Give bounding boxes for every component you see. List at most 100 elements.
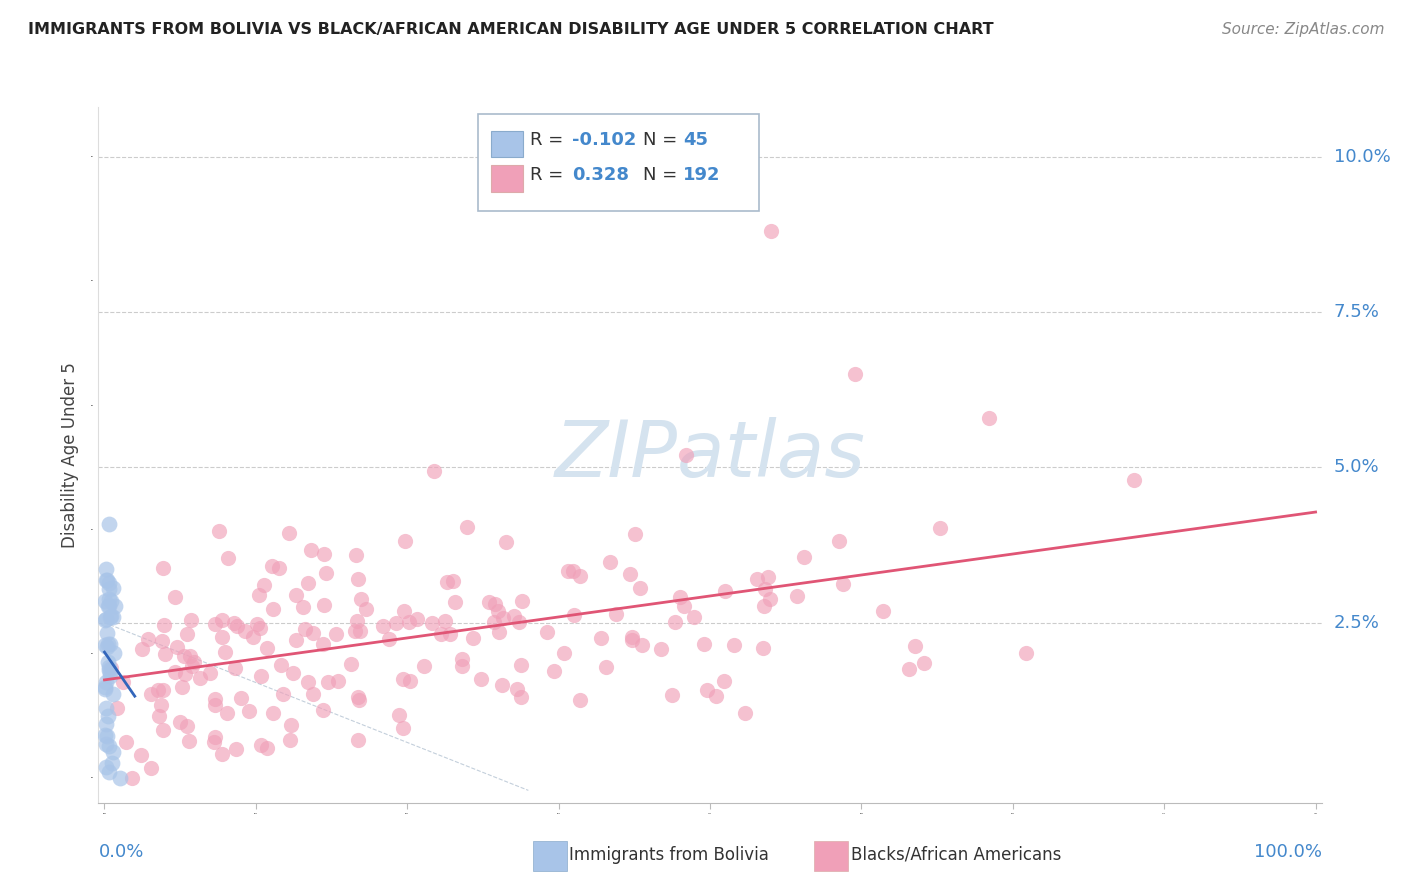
Point	[672, 599, 695, 613]
Point	[98, 582, 121, 596]
Point	[112, 675, 135, 690]
Point	[256, 741, 278, 756]
Point	[198, 665, 221, 680]
Point	[392, 672, 415, 686]
Point	[152, 561, 174, 575]
Point	[204, 698, 226, 712]
Point	[101, 581, 124, 595]
Point	[101, 745, 124, 759]
Point	[378, 632, 401, 646]
Point	[628, 581, 651, 595]
FancyBboxPatch shape	[478, 114, 759, 211]
Point	[354, 601, 377, 615]
Point	[392, 721, 415, 735]
Y-axis label: Disability Age Under 5: Disability Age Under 5	[62, 362, 79, 548]
Point	[619, 566, 641, 581]
Point	[388, 708, 411, 723]
Point	[595, 659, 617, 673]
Point	[470, 672, 492, 686]
Point	[131, 641, 153, 656]
FancyBboxPatch shape	[491, 166, 523, 192]
Point	[94, 737, 117, 751]
Point	[225, 619, 247, 633]
Point	[441, 574, 464, 589]
Point	[754, 599, 776, 613]
Point	[271, 687, 294, 701]
Point	[897, 663, 920, 677]
Point	[183, 656, 205, 670]
Point	[136, 632, 159, 646]
Point	[623, 527, 645, 541]
Point	[723, 638, 745, 652]
Point	[751, 640, 773, 655]
Point	[759, 224, 782, 238]
Text: 10.0%: 10.0%	[1334, 148, 1391, 166]
Point	[115, 735, 138, 749]
Point	[510, 594, 533, 608]
Point	[312, 703, 335, 717]
Point	[153, 617, 176, 632]
Point	[371, 619, 394, 633]
Text: 0.0%: 0.0%	[98, 843, 143, 861]
Point	[394, 533, 416, 548]
Point	[344, 549, 367, 563]
Point	[94, 613, 117, 627]
Text: ZIPatlas: ZIPatlas	[554, 417, 866, 493]
Point	[461, 631, 484, 645]
Point	[872, 603, 894, 617]
Point	[912, 656, 935, 670]
Point	[97, 765, 120, 780]
Point	[211, 630, 233, 644]
Point	[553, 646, 575, 660]
Point	[94, 675, 117, 690]
Point	[297, 575, 319, 590]
Point	[589, 631, 612, 645]
Point	[176, 627, 198, 641]
Point	[664, 615, 686, 630]
Point	[278, 732, 301, 747]
Point	[278, 526, 301, 541]
Point	[1122, 473, 1144, 487]
Text: 7.5%: 7.5%	[1334, 303, 1379, 321]
Point	[214, 645, 236, 659]
Point	[325, 627, 347, 641]
Point	[250, 669, 273, 683]
Point	[929, 520, 952, 534]
Point	[98, 663, 121, 677]
Point	[104, 599, 127, 614]
Point	[94, 612, 117, 626]
Point	[328, 673, 350, 688]
Point	[100, 608, 122, 623]
Point	[204, 692, 226, 706]
Point	[105, 700, 128, 714]
Point	[350, 592, 373, 607]
Point	[121, 771, 143, 785]
Point	[262, 706, 284, 721]
Point	[93, 638, 115, 652]
Point	[98, 660, 121, 674]
Point	[420, 615, 443, 630]
Point	[139, 761, 162, 775]
Point	[831, 577, 853, 591]
Point	[238, 704, 260, 718]
Point	[844, 367, 866, 381]
Point	[224, 661, 246, 675]
Point	[188, 671, 211, 685]
Text: N =: N =	[643, 166, 683, 185]
Point	[314, 548, 336, 562]
Point	[399, 673, 422, 688]
Point	[173, 649, 195, 664]
Point	[486, 604, 509, 618]
Point	[543, 665, 565, 679]
Point	[253, 578, 276, 592]
Text: R =: R =	[530, 166, 569, 185]
Point	[347, 732, 370, 747]
Point	[166, 640, 188, 654]
Point	[343, 624, 366, 638]
Point	[347, 693, 370, 707]
Point	[284, 588, 307, 602]
Point	[620, 632, 643, 647]
Point	[176, 719, 198, 733]
Point	[312, 598, 335, 612]
Point	[312, 637, 335, 651]
